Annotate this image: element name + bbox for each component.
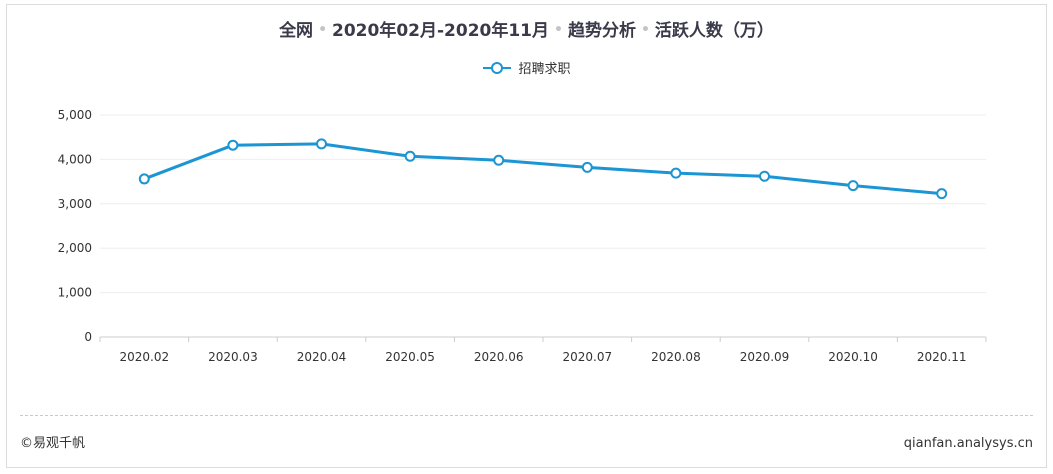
x-tick-label: 2020.11 [917, 350, 967, 364]
data-point[interactable] [316, 138, 327, 150]
y-tick-label: 0 [84, 330, 92, 344]
data-point[interactable] [493, 154, 505, 166]
data-point[interactable] [581, 161, 593, 173]
y-tick-label: 2,000 [58, 241, 92, 255]
legend[interactable]: 招聘求职 [0, 58, 1053, 77]
data-point[interactable] [936, 188, 948, 200]
data-point[interactable] [670, 167, 682, 179]
x-tick-label: 2020.02 [119, 350, 169, 364]
data-point[interactable] [227, 139, 239, 151]
y-tick-label: 5,000 [58, 108, 92, 122]
x-tick-label: 2020.05 [385, 350, 435, 364]
x-tick-label: 2020.10 [828, 350, 878, 364]
site-url[interactable]: qianfan.analysys.cn [903, 436, 1033, 451]
data-point[interactable] [138, 173, 150, 185]
legend-label: 招聘求职 [518, 62, 571, 77]
x-tick-label: 2020.09 [740, 350, 790, 364]
copyright-text: ©易观千帆 [20, 436, 86, 451]
title-metric: 活跃人数（万） [654, 21, 774, 41]
y-tick-label: 4,000 [58, 152, 92, 166]
title-scope: 全网 [279, 21, 314, 41]
title-analysis: 趋势分析 [567, 21, 636, 41]
footer-divider [20, 415, 1033, 416]
data-point[interactable] [404, 150, 416, 162]
title-separator: • [554, 22, 563, 38]
x-tick-label: 2020.08 [651, 350, 701, 364]
line-chart: 0 1,000 2,000 3,000 4,000 5,000 2020.02 2020.03… [58, 108, 987, 364]
x-tick-label: 2020.07 [562, 350, 612, 364]
y-tick-label: 3,000 [58, 197, 92, 211]
title-separator: • [640, 22, 650, 38]
y-tick-label: 1,000 [58, 286, 92, 300]
legend-line-icon [483, 61, 512, 74]
title-period: 2020年02月-2020年11月 [332, 21, 550, 41]
title-separator: • [318, 22, 328, 38]
x-tick-label: 2020.03 [208, 350, 258, 364]
series-line [143, 142, 942, 196]
chart-panel [6, 4, 1047, 468]
x-tick-label: 2020.06 [474, 350, 524, 364]
data-point[interactable] [847, 180, 859, 192]
x-tick-label: 2020.04 [297, 350, 347, 364]
data-point[interactable] [759, 170, 770, 182]
chart-title: 全网 • 2020年02月-2020年11月 • 趋势分析 • 活跃人数（万） [0, 16, 1053, 41]
